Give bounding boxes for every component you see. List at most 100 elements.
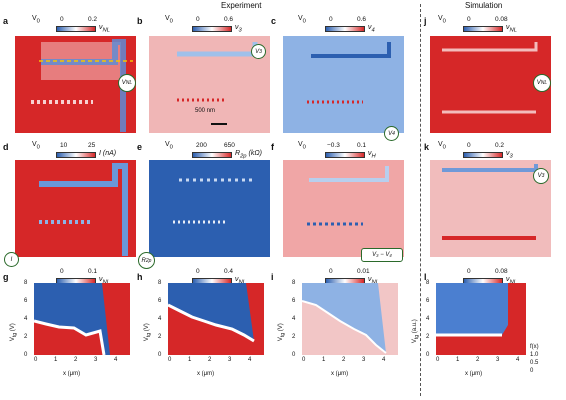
panel-letter-f: f	[271, 142, 274, 152]
cbar-e-max: 650	[224, 142, 235, 149]
cbar-a-max: 0.2	[88, 16, 98, 23]
l-right-label: f(x)	[530, 344, 539, 350]
cbar-e-min: 200	[196, 142, 207, 149]
g-ytick-2: 4	[24, 316, 28, 322]
panel-letter-b: b	[137, 16, 143, 26]
panel-letter-c: c	[271, 16, 277, 26]
l-xlabel: x (μm)	[465, 371, 483, 377]
i-ytick-3: 2	[292, 334, 296, 340]
l-ytick-3: 2	[426, 334, 430, 340]
i-xtick-2: 2	[342, 357, 346, 363]
cbar-j-max: 0.08	[495, 16, 508, 23]
g-ytick-3: 2	[24, 334, 28, 340]
cbar-c-max: 0.6	[357, 16, 367, 23]
map-c-image	[283, 36, 404, 133]
h-ytick-4: 0	[158, 352, 162, 358]
map-j-image	[430, 36, 551, 133]
g-ytick-4: 0	[24, 352, 28, 358]
cbar-d	[56, 152, 96, 158]
callout-e: R 2p	[138, 252, 155, 269]
sym-i: νNL	[368, 276, 379, 286]
panel-letter-i: i	[271, 272, 274, 282]
l-right-tick-2: 0	[530, 368, 534, 374]
cbar-k-min: 0	[467, 142, 471, 149]
panel-letter-l: l	[424, 272, 427, 282]
cbar-g-max: 0.1	[88, 268, 98, 275]
h-ytick-1: 6	[158, 298, 162, 304]
cbar-j	[463, 26, 503, 32]
l-xtick-0: 0	[436, 357, 440, 363]
callout-d: I	[4, 252, 19, 267]
sym-f: νH	[368, 150, 376, 160]
g-ytick-0: 8	[24, 280, 28, 286]
l-xtick-1: 1	[456, 357, 460, 363]
cbar-k-max: 0.2	[495, 142, 505, 149]
i-ytick-4: 0	[292, 352, 296, 358]
lead-j: V0	[438, 15, 446, 25]
i-xlabel: x (μm)	[331, 371, 349, 377]
panel-letter-k: k	[424, 142, 430, 152]
map-c	[283, 36, 404, 133]
lead-b: V0	[165, 15, 173, 25]
cbar-h-min: 0	[196, 268, 200, 275]
scalebar-label: 500 nm	[195, 108, 216, 114]
h-xtick-3: 3	[228, 357, 232, 363]
cbar-b-min: 0	[196, 16, 200, 23]
h-ylabel: Vtg (V)	[143, 323, 153, 342]
lead-a: V0	[32, 15, 40, 25]
panel-letter-g: g	[3, 272, 9, 282]
i-xtick-0: 0	[302, 357, 306, 363]
cbar-i-min: 0	[329, 268, 333, 275]
panel-letter-j: j	[424, 16, 427, 26]
map-a	[15, 36, 136, 133]
callout-f: V₃ − V₄	[361, 248, 403, 262]
g-ytick-1: 6	[24, 298, 28, 304]
cbar-d-max: 25	[88, 142, 96, 149]
sym-a: νNL	[99, 24, 110, 34]
sym-l: νNL	[506, 276, 517, 286]
plot-g-image	[33, 283, 130, 356]
map-k-image	[430, 160, 551, 257]
cbar-i-max: 0.01	[357, 268, 370, 275]
lead-d: V0	[32, 141, 40, 151]
panel-letter-d: d	[3, 142, 9, 152]
g-xtick-3: 3	[94, 357, 98, 363]
plot-g	[33, 283, 130, 356]
g-xtick-1: 1	[54, 357, 58, 363]
lead-f: V0	[298, 141, 306, 151]
map-j	[430, 36, 551, 133]
g-xtick-2: 2	[74, 357, 78, 363]
i-ylabel: Vtg (V)	[277, 323, 287, 342]
cbar-b-max: 0.6	[224, 16, 234, 23]
simulation-header: Simulation	[465, 1, 503, 10]
cbar-l-max: 0.08	[495, 268, 508, 275]
plot-i-image	[301, 283, 398, 355]
cbar-l-min: 0	[467, 268, 471, 275]
cbar-e	[192, 152, 232, 158]
i-xtick-3: 3	[362, 357, 366, 363]
map-a-image	[15, 36, 136, 133]
cbar-f-min: −0.3	[327, 142, 340, 149]
sym-g: νNL	[99, 276, 110, 286]
experiment-header: Experiment	[221, 1, 262, 10]
l-xtick-3: 3	[496, 357, 500, 363]
h-ytick-0: 8	[158, 280, 162, 286]
cbar-h-max: 0.4	[224, 268, 234, 275]
panel-letter-h: h	[137, 272, 143, 282]
cbar-d-min: 10	[60, 142, 68, 149]
plot-h	[167, 283, 264, 355]
h-xlabel: x (μm)	[197, 371, 215, 377]
sym-b: ν3	[235, 24, 242, 34]
h-ytick-3: 2	[158, 334, 162, 340]
cbar-a-min: 0	[60, 16, 64, 23]
sym-c: ν4	[368, 24, 375, 34]
h-ytick-2: 4	[158, 316, 162, 322]
i-ytick-0: 8	[292, 280, 296, 286]
sym-k: ν3	[506, 150, 513, 160]
plot-l-image	[436, 283, 526, 355]
g-xtick-4: 4	[114, 357, 118, 363]
cbar-a	[56, 26, 96, 32]
l-ylabel: Vtg (a.u.)	[411, 319, 421, 344]
